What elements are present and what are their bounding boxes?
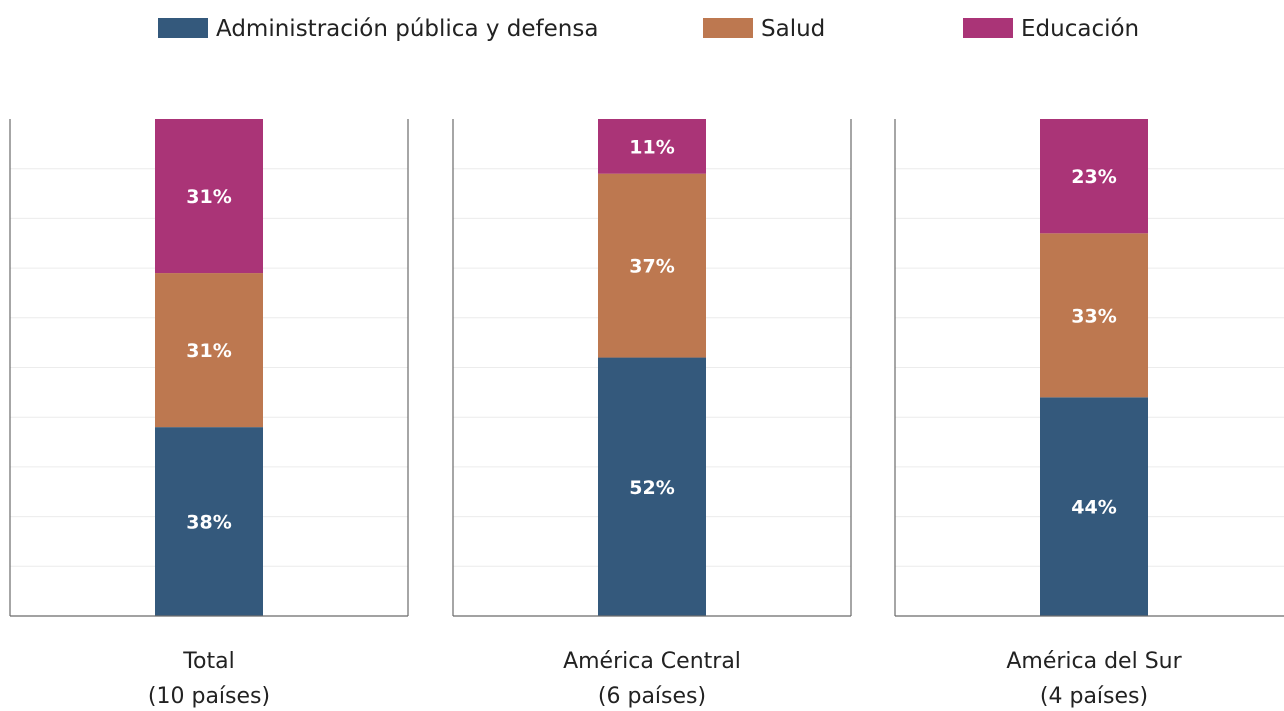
legend-swatch-admin [158, 18, 208, 38]
panel-2: 52% 37% 11% América Central (6 países) [452, 119, 852, 709]
bar-segment-admin [598, 357, 706, 616]
category-sublabel: (10 países) [148, 684, 270, 709]
bar-segment-salud [1040, 233, 1148, 398]
legend-item-educacion: Educación [963, 16, 1139, 42]
category-sublabel: (4 países) [1040, 684, 1148, 709]
legend-swatch-educacion [963, 18, 1013, 38]
data-label-salud: 31% [186, 340, 231, 362]
legend-item-salud: Salud [703, 16, 825, 42]
legend-item-admin: Administración pública y defensa [158, 16, 598, 42]
data-label-educacion: 31% [186, 186, 231, 208]
category-sublabel: (6 países) [598, 684, 706, 709]
legend-label-admin: Administración pública y defensa [216, 16, 598, 42]
legend-label-educacion: Educación [1021, 16, 1139, 42]
data-label-educacion: 11% [629, 136, 674, 158]
panel-1: 38% 31% 31% Total (10 países) [9, 119, 409, 709]
bar-segment-admin [1040, 397, 1148, 616]
category-label: América Central [563, 649, 741, 674]
bar-segment-educacion [155, 119, 263, 274]
bar-segment-salud [155, 273, 263, 428]
data-label-admin: 52% [629, 477, 674, 499]
category-label: América del Sur [1006, 649, 1182, 674]
bar-segment-admin [155, 427, 263, 616]
data-label-salud: 33% [1071, 305, 1116, 327]
legend-swatch-salud [703, 18, 753, 38]
data-label-salud: 37% [629, 256, 674, 278]
panel-3: 44% 33% 23% América del Sur (4 países) [894, 119, 1284, 709]
bar-segment-educacion [598, 119, 706, 174]
category-label: Total [182, 649, 234, 674]
bar-segment-salud [598, 173, 706, 358]
data-label-admin: 38% [186, 512, 231, 534]
data-label-admin: 44% [1071, 497, 1116, 519]
bar-segment-educacion [1040, 119, 1148, 234]
chart-panels: 38% 31% 31% Total (10 países) 52% 37% 11% Améric… [9, 119, 1284, 709]
data-label-educacion: 23% [1071, 166, 1116, 188]
chart-legend: Administración pública y defensa Salud Edu… [158, 16, 1139, 42]
legend-label-salud: Salud [761, 16, 825, 42]
